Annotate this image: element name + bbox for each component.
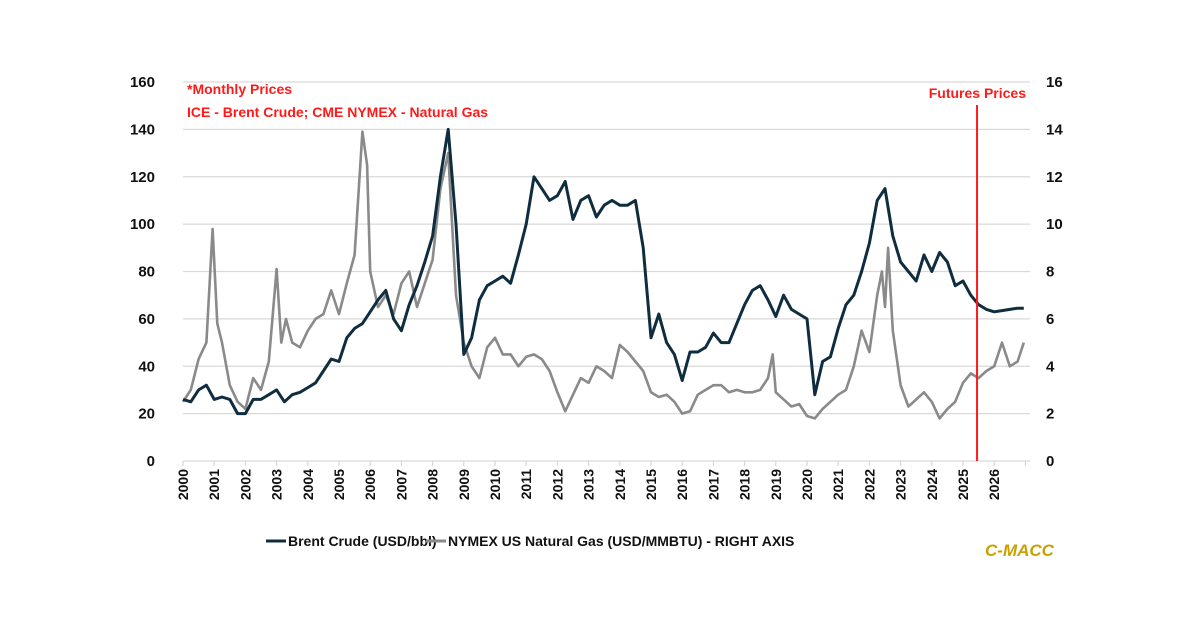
x-tick-label: 2019 bbox=[768, 469, 784, 500]
x-tick-label: 2008 bbox=[425, 469, 441, 500]
x-tick-label: 2016 bbox=[674, 469, 690, 500]
right-tick-label: 16 bbox=[1046, 74, 1063, 91]
right-axis: 0 2 4 6 8 10 12 14 16 bbox=[1046, 74, 1063, 470]
natural-gas-line bbox=[181, 130, 1026, 420]
right-tick-label: 2 bbox=[1046, 406, 1054, 423]
brand-logo: C-MACC bbox=[985, 541, 1055, 560]
x-axis: 2000 2001 2002 2003 2004 2005 2006 2007 2008 2009… bbox=[175, 461, 1027, 500]
x-tick-label: 2013 bbox=[581, 469, 597, 500]
left-tick-label: 140 bbox=[130, 121, 155, 138]
x-tick-label: 2004 bbox=[300, 469, 316, 500]
right-tick-label: 12 bbox=[1046, 169, 1063, 186]
right-tick-label: 6 bbox=[1046, 311, 1054, 328]
x-tick-label: 2005 bbox=[331, 469, 347, 500]
x-tick-label: 2009 bbox=[456, 469, 472, 500]
x-tick-label: 2002 bbox=[237, 469, 253, 500]
right-tick-label: 10 bbox=[1046, 216, 1063, 233]
x-tick-label: 2018 bbox=[737, 469, 753, 500]
x-tick-label: 2023 bbox=[893, 469, 909, 500]
x-tick-label: 2012 bbox=[549, 469, 565, 500]
x-tick-label: 2021 bbox=[830, 469, 846, 500]
right-tick-label: 14 bbox=[1046, 121, 1063, 138]
x-tick-label: 2025 bbox=[955, 469, 971, 500]
x-tick-label: 2017 bbox=[705, 469, 721, 500]
x-tick-label: 2010 bbox=[487, 469, 503, 500]
x-tick-label: 2006 bbox=[362, 469, 378, 500]
x-tick-label: 2020 bbox=[799, 469, 815, 500]
left-tick-label: 100 bbox=[130, 216, 155, 233]
gridlines bbox=[183, 81, 1030, 462]
x-tick-label: 2007 bbox=[393, 469, 409, 500]
right-tick-label: 4 bbox=[1046, 358, 1055, 375]
left-tick-label: 60 bbox=[138, 311, 155, 328]
left-axis: 0 20 40 60 80 100 120 140 160 bbox=[130, 74, 155, 470]
right-tick-label: 0 bbox=[1046, 453, 1054, 470]
series-lines bbox=[181, 127, 1026, 420]
right-tick-label: 8 bbox=[1046, 264, 1054, 281]
note-monthly: *Monthly Prices bbox=[187, 81, 292, 97]
left-tick-label: 120 bbox=[130, 169, 155, 186]
x-tick-label: 2011 bbox=[518, 469, 534, 500]
legend-label-brent: Brent Crude (USD/bbl) bbox=[288, 533, 437, 549]
legend: Brent Crude (USD/bbl) NYMEX US Natural G… bbox=[266, 533, 794, 549]
legend-label-gas: NYMEX US Natural Gas (USD/MMBTU) - RIGHT… bbox=[448, 533, 794, 549]
left-tick-label: 0 bbox=[147, 453, 155, 470]
x-tick-label: 2000 bbox=[175, 469, 191, 500]
left-tick-label: 80 bbox=[138, 264, 155, 281]
x-tick-label: 2001 bbox=[206, 469, 222, 500]
note-sources: ICE - Brent Crude; CME NYMEX - Natural G… bbox=[187, 104, 488, 120]
x-tick-label: 2015 bbox=[643, 469, 659, 500]
x-tick-label: 2026 bbox=[986, 469, 1002, 500]
futures-label: Futures Prices bbox=[929, 85, 1026, 101]
left-tick-label: 20 bbox=[138, 406, 155, 423]
x-tick-label: 2024 bbox=[924, 469, 940, 500]
x-tick-label: 2014 bbox=[612, 469, 628, 500]
left-tick-label: 40 bbox=[138, 358, 155, 375]
brent-crude-line bbox=[182, 127, 1024, 416]
x-tick-label: 2003 bbox=[269, 469, 285, 500]
x-tick-label: 2022 bbox=[861, 469, 877, 500]
left-tick-label: 160 bbox=[130, 74, 155, 91]
